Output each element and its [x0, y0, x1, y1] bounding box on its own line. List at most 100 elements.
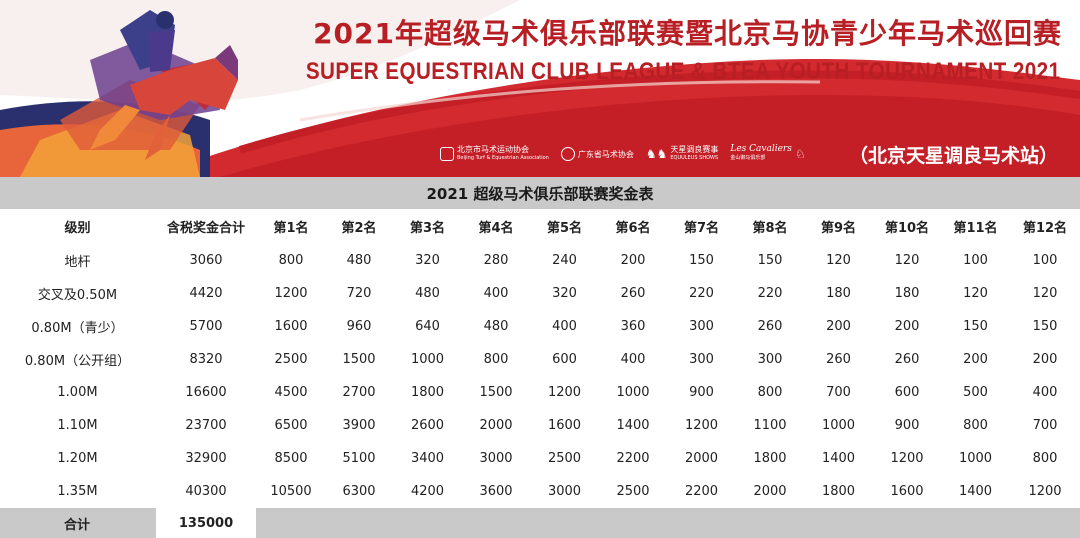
prize-cell: 1400: [958, 484, 993, 499]
prize-cell: 1200: [684, 418, 719, 433]
prize-cell: 360: [620, 319, 646, 334]
prize-cell: 320: [552, 286, 577, 301]
prize-cell: 260: [894, 352, 920, 367]
prize-cell: 2200: [684, 484, 719, 499]
prize-cell: 3000: [479, 451, 513, 466]
column-header: 含税奖金合计: [166, 221, 245, 236]
row-level-cell: 0.80M（公开组）: [24, 354, 131, 369]
prize-cell: 1000: [821, 418, 856, 433]
prize-cell: 600: [552, 352, 577, 367]
prize-cell: 1600: [890, 484, 924, 499]
prize-cell: 150: [1032, 319, 1058, 334]
total-label: 合计: [0, 508, 155, 538]
prize-cell: 6300: [342, 484, 376, 499]
prize-cell: 4200: [410, 484, 445, 499]
row-total-cell: 23700: [185, 418, 227, 433]
prize-money-table: 级别 含税奖金合计 第1名 第2名 第3名 第4名 第5名 第6名 第7名 第8…: [0, 209, 1080, 538]
prize-cell: 800: [278, 253, 304, 268]
sponsor-subtitle: 金山御马俱乐部: [730, 155, 766, 161]
prize-cell: 100: [963, 253, 988, 268]
prize-cell: 150: [963, 319, 988, 334]
table-row: 1.10M 23700 6500 3900 2600 2000 1600 1400 1200 11…: [0, 409, 1080, 442]
prize-cell: 300: [757, 352, 783, 367]
prize-cell: 150: [757, 253, 783, 268]
prize-cell: 2000: [479, 418, 513, 433]
prize-cell: 120: [963, 286, 988, 301]
prize-cell: 400: [552, 319, 577, 334]
prize-cell: 300: [689, 319, 714, 334]
prize-cell: 220: [689, 286, 714, 301]
prize-cell: 640: [415, 319, 440, 334]
column-header: 第2名: [341, 221, 377, 236]
sponsor-name: 天星调良赛事: [670, 145, 719, 154]
prize-cell: 800: [963, 418, 988, 433]
sponsor-subtitle: Beijing Turf & Equestrian Association: [457, 155, 549, 161]
prize-cell: 2700: [342, 385, 376, 400]
prize-cell: 1800: [410, 385, 445, 400]
prize-cell: 5100: [342, 451, 376, 466]
prize-cell: 1600: [547, 418, 582, 433]
gdea-logo-icon: [560, 147, 575, 161]
prize-cell: 320: [415, 253, 440, 268]
prize-cell: 3400: [410, 451, 445, 466]
prize-cell: 600: [894, 385, 920, 400]
bea-logo-icon: [440, 147, 454, 161]
sponsor-name: 北京市马术运动协会: [457, 145, 529, 154]
prize-cell: 200: [963, 352, 988, 367]
prize-cell: 3000: [547, 484, 582, 499]
row-total-cell: 3060: [189, 253, 223, 268]
prize-cell: 3600: [479, 484, 513, 499]
table-header-row: 级别 含税奖金合计 第1名 第2名 第3名 第4名 第5名 第6名 第7名 第8…: [0, 209, 1080, 244]
column-header: 第1名: [273, 221, 309, 236]
prize-cell: 900: [894, 418, 920, 433]
row-total-cell: 4420: [189, 286, 223, 301]
table-body: 地杆 3060 800 480 320 280 240 200 150 150 120 120 100 1…: [0, 244, 1080, 508]
horses-logo-icon: ♞♞: [645, 146, 668, 161]
table-row: 1.00M 16600 4500 2700 1800 1500 1200 1000 900 800…: [0, 376, 1080, 409]
prize-cell: 1200: [890, 451, 924, 466]
prize-cell: 1800: [821, 484, 856, 499]
prize-cell: 700: [1032, 418, 1058, 433]
prize-cell: 1400: [616, 418, 650, 433]
prize-cell: 200: [826, 319, 851, 334]
venue-station-label: （北京天星调良马术站）: [848, 145, 1058, 167]
prize-cell: 400: [1032, 385, 1058, 400]
row-level-cell: 1.20M: [57, 451, 98, 466]
prize-cell: 2000: [753, 484, 787, 499]
horse-head-logo-icon: ♘: [794, 146, 806, 161]
prize-cell: 200: [1032, 352, 1058, 367]
table-row: 地杆 3060 800 480 320 280 240 200 150 150 120 120 100 1…: [0, 244, 1080, 277]
prize-cell: 260: [757, 319, 783, 334]
prize-cell: 2600: [410, 418, 445, 433]
horse-rider-illustration: [90, 11, 238, 160]
column-header: 第12名: [1022, 221, 1068, 236]
column-header: 第3名: [409, 221, 446, 236]
sponsor-name: 广东省马术协会: [577, 149, 634, 159]
prize-table-title: 2021 超级马术俱乐部联赛奖金表: [0, 177, 1080, 209]
prize-cell: 1200: [274, 286, 308, 301]
prize-cell: 1200: [547, 385, 582, 400]
prize-cell: 480: [483, 319, 509, 334]
table-row: 0.80M（青少） 5700 1600 960 640 480 400 360 300 260 20…: [0, 310, 1080, 343]
sponsor-logos: 北京市马术运动协会 Beijing Turf & Equestrian Asso…: [440, 141, 806, 167]
prize-cell: 1200: [1028, 484, 1062, 499]
table-total-row: 合计 135000: [0, 508, 1080, 538]
sponsor-subtitle: EQUULEUS SHOWS: [670, 155, 719, 161]
prize-cell: 2200: [616, 451, 650, 466]
prize-cell: 180: [894, 286, 920, 301]
prize-cell: 400: [483, 286, 509, 301]
prize-cell: 2500: [616, 484, 650, 499]
prize-cell: 240: [552, 253, 577, 268]
prize-cell: 2500: [274, 352, 308, 367]
prize-cell: 2500: [547, 451, 582, 466]
banner-title-chinese: 2021年超级马术俱乐部联赛暨北京马协青少年马术巡回赛: [313, 17, 1062, 50]
prize-cell: 480: [346, 253, 372, 268]
sponsor-equuleus-shows: ♞♞ 天星调良赛事 EQUULEUS SHOWS: [646, 145, 719, 163]
table-row: 1.20M 32900 8500 5100 3400 3000 2500 2200 2000 18…: [0, 442, 1080, 475]
header-banner: 2021年超级马术俱乐部联赛暨北京马协青少年马术巡回赛 SUPER EQUEST…: [0, 0, 1080, 177]
row-level-cell: 1.35M: [57, 484, 98, 499]
sponsor-beijing-equestrian: 北京市马术运动协会 Beijing Turf & Equestrian Asso…: [440, 145, 549, 163]
prize-cell: 500: [963, 385, 988, 400]
table-row: 0.80M（公开组） 8320 2500 1500 1000 800 600 400 300 30…: [0, 343, 1080, 376]
prize-cell: 280: [483, 253, 509, 268]
